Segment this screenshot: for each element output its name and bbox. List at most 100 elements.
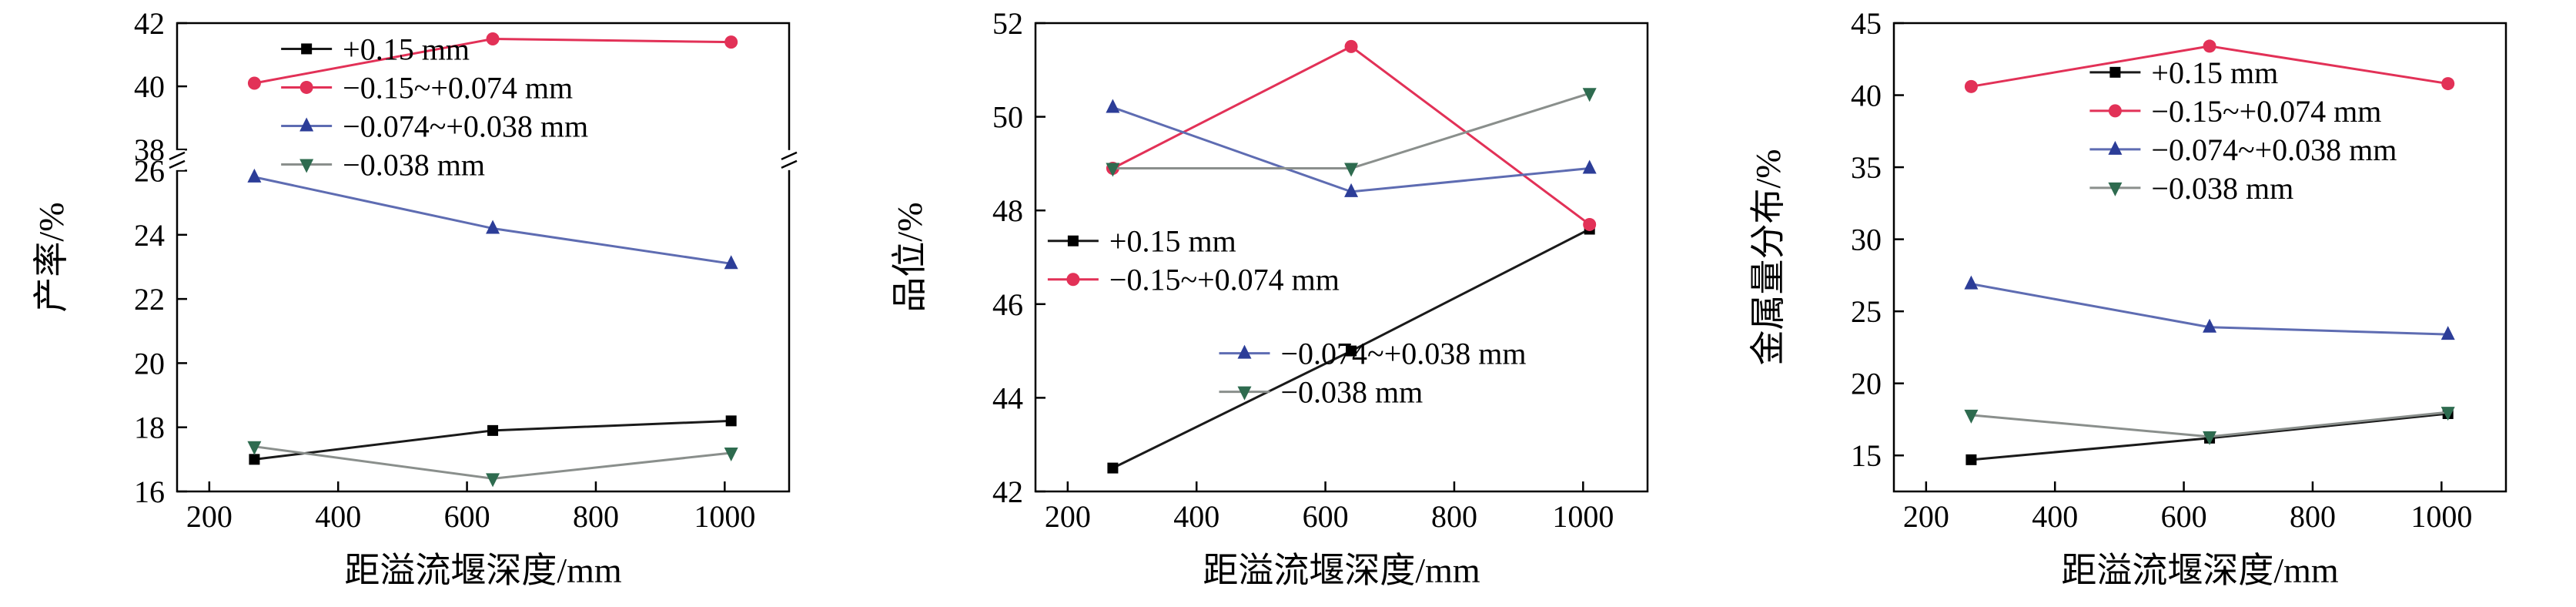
y-tick-label: 20 <box>134 346 165 381</box>
y-tick-label: 22 <box>134 282 165 317</box>
y-tick-label: 52 <box>992 6 1023 41</box>
axis-break-slash <box>781 159 798 169</box>
series-3 <box>1964 275 2455 340</box>
y-tick-label: 26 <box>134 154 165 189</box>
series-2 <box>247 32 738 90</box>
x-axis-title: 距溢流堰深度/mm <box>2061 551 2339 590</box>
x-tick-label: 400 <box>315 499 361 534</box>
data-point-marker <box>1964 79 1978 93</box>
y-axis-title: 产率/% <box>32 202 71 312</box>
legend-label: −0.15~+0.074 mm <box>1109 263 1340 297</box>
chart-grade: 200 400 600 800 1000 42 44 46 48 50 52 距溢流堰深度/mm 品位/… <box>890 6 1649 590</box>
chart-panel-grade: 200 400 600 800 1000 42 44 46 48 50 52 距溢流堰深度/mm 品位/… <box>858 0 1717 607</box>
data-point-marker <box>724 448 738 462</box>
legend-label: −0.15~+0.074 mm <box>343 70 573 105</box>
y-tick-label: 45 <box>1851 6 1882 41</box>
data-point-marker <box>1582 159 1597 174</box>
x-tick-label: 1000 <box>1552 499 1614 534</box>
y-tick-label: 24 <box>134 218 165 253</box>
legend-sample-marker <box>2109 66 2121 78</box>
legend-sample-marker <box>299 80 313 94</box>
data-point-marker <box>2203 431 2217 445</box>
series-line <box>1112 45 1591 226</box>
data-point-marker <box>1583 217 1597 231</box>
x-tick-label: 600 <box>444 499 490 534</box>
data-point-marker <box>2441 326 2455 340</box>
x-tick-label: 800 <box>2290 499 2336 534</box>
series-line <box>1112 106 1590 193</box>
legend-sample-marker <box>2108 140 2123 155</box>
legend-label: −0.038 mm <box>343 147 485 182</box>
x-tick-label: 800 <box>1431 499 1477 534</box>
data-point-marker <box>1344 39 1358 53</box>
axis-break-slash <box>169 159 186 169</box>
plot-area: 200 400 600 800 1000 42 44 46 48 50 52 距溢流堰深度/mm 品位/… <box>890 6 1649 590</box>
y-tick-label: 18 <box>134 411 165 445</box>
legend-label: +0.15 mm <box>1109 224 1236 259</box>
x-axis: 200 400 600 800 1000 <box>186 481 755 534</box>
series-3 <box>247 168 738 270</box>
data-point-marker <box>486 32 500 46</box>
data-point-marker <box>1964 409 1979 424</box>
y-tick-label: 48 <box>992 193 1023 228</box>
y-tick-label: 40 <box>134 69 165 104</box>
plot-area: 200 400 600 800 1000 15 20 25 30 35 40 45 距溢流堰深度/mm 金… <box>1748 6 2507 590</box>
legend-sample-marker <box>1237 386 1252 401</box>
legend-label: +0.15 mm <box>2151 55 2278 90</box>
y-tick-label: 16 <box>134 475 165 509</box>
legend-label: −0.038 mm <box>2151 171 2293 206</box>
chart-panel-yield: 200 400 600 800 1000 16 18 20 22 24 26 38 40 42 距溢流堰深度… <box>0 0 858 607</box>
legend-label: −0.074~+0.038 mm <box>1281 337 1527 371</box>
y-tick-label: 42 <box>134 6 165 41</box>
data-point-marker <box>1964 275 1979 290</box>
data-point-marker <box>249 454 260 465</box>
data-point-marker <box>1346 345 1357 357</box>
legend-sample-marker <box>1237 344 1252 359</box>
data-point-marker <box>1344 183 1359 197</box>
x-tick-label: 200 <box>1903 499 1949 534</box>
y-axis: 15 20 25 30 35 40 45 <box>1851 6 1904 473</box>
legend: +0.15 mm −0.15~+0.074 mm−0.074~+0.038 mm −… <box>2089 55 2397 206</box>
data-point-marker <box>724 255 738 270</box>
series-4 <box>247 441 738 488</box>
y-tick-label: 46 <box>992 287 1023 322</box>
legend-sample-marker <box>301 43 313 55</box>
legend-label: −0.038 mm <box>1281 375 1423 410</box>
plot-frame <box>1892 22 2507 493</box>
axis-break-slash <box>169 151 186 160</box>
data-point-marker <box>486 473 500 488</box>
data-point-marker <box>247 76 261 90</box>
legend-sample-marker <box>1066 273 1080 287</box>
x-tick-label: 400 <box>2032 499 2078 534</box>
y-tick-label: 44 <box>992 381 1023 415</box>
x-tick-label: 600 <box>1303 499 1349 534</box>
axis-break-slash <box>781 151 798 160</box>
x-tick-label: 200 <box>1045 499 1091 534</box>
x-tick-label: 800 <box>573 499 619 534</box>
chart-metal-distribution: 200 400 600 800 1000 15 20 25 30 35 40 45 距溢流堰深度/mm 金… <box>1748 6 2507 590</box>
legend: +0.15 mm −0.15~+0.074 mm <box>1047 224 1340 297</box>
data-point-marker <box>1106 99 1120 113</box>
legend-label: −0.074~+0.038 mm <box>343 109 588 143</box>
data-point-marker <box>1106 163 1120 177</box>
y-tick-label: 30 <box>1851 223 1882 257</box>
data-point-marker <box>2203 39 2216 53</box>
y-tick-label: 35 <box>1851 150 1882 185</box>
x-axis-title: 距溢流堰深度/mm <box>344 551 622 590</box>
data-point-marker <box>1965 454 1977 465</box>
legend-label: −0.074~+0.038 mm <box>2151 132 2397 167</box>
x-tick-label: 400 <box>1173 499 1219 534</box>
plot-frame <box>1034 22 1649 493</box>
x-tick-label: 1000 <box>694 499 755 534</box>
data-point-marker <box>247 441 262 455</box>
data-point-marker <box>247 168 262 183</box>
data-point-marker <box>724 35 738 49</box>
y-axis-title: 品位/% <box>890 202 929 312</box>
data-point-marker <box>2441 407 2455 421</box>
data-point-marker <box>486 220 500 234</box>
legend-label: +0.15 mm <box>343 32 470 66</box>
